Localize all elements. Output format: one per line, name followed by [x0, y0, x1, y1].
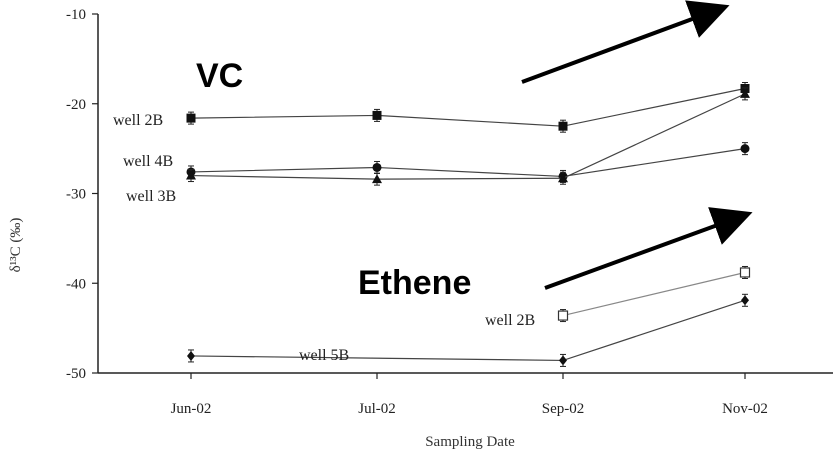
data-point	[558, 121, 568, 131]
series-4	[187, 293, 749, 367]
data-point	[740, 144, 750, 154]
data-point	[741, 295, 749, 306]
series-label-ethene-well-2b: well 2B	[485, 312, 535, 329]
x-axis-title: Sampling Date	[425, 434, 515, 450]
data-point	[372, 162, 382, 172]
series-3	[557, 265, 751, 323]
y-tick-label: -30	[66, 187, 86, 203]
series-line	[190, 148, 746, 178]
y-ticks: -10 -20 -30 -40 -50	[66, 7, 98, 382]
series-line	[190, 93, 746, 180]
data-point	[372, 110, 382, 120]
series-label-vc-well-4b: well 4B	[123, 153, 173, 170]
x-ticks: Jun-02 Jul-02 Sep-02 Nov-02	[171, 373, 768, 417]
data-point	[187, 350, 195, 361]
series-label-vc-well-2b: well 2B	[113, 112, 163, 129]
series-line	[562, 271, 746, 317]
data-point	[372, 174, 382, 184]
y-axis-title: δ¹³C (‰)	[8, 218, 24, 273]
group-title-vc: VC	[196, 57, 243, 95]
y-tick-label: -10	[66, 7, 86, 23]
x-tick-label: Jun-02	[171, 401, 212, 417]
data-point	[557, 310, 569, 321]
data-point	[559, 355, 567, 366]
x-tick-label: Sep-02	[542, 401, 585, 417]
data-point	[739, 267, 751, 278]
series-1	[186, 142, 750, 183]
x-tick-label: Nov-02	[722, 401, 768, 417]
group-title-ethene: Ethene	[358, 264, 471, 302]
series-line	[190, 299, 746, 362]
series-line	[190, 87, 746, 127]
x-tick-label: Jul-02	[358, 401, 396, 417]
data-point	[740, 88, 750, 98]
y-tick-label: -40	[66, 276, 86, 292]
vc-trend-arrow	[521, 0, 730, 84]
y-tick-label: -20	[66, 97, 86, 113]
series-label-ethene-well-5b: well 5B	[299, 347, 349, 364]
y-tick-label: -50	[66, 366, 86, 382]
ethene-trend-arrow	[544, 207, 753, 290]
series-layer	[186, 81, 751, 367]
series-label-vc-well-3b: well 3B	[126, 188, 176, 205]
series-0	[186, 81, 750, 133]
series-2	[186, 87, 750, 186]
data-point	[558, 173, 568, 183]
data-point	[186, 113, 196, 123]
data-point	[186, 170, 196, 180]
